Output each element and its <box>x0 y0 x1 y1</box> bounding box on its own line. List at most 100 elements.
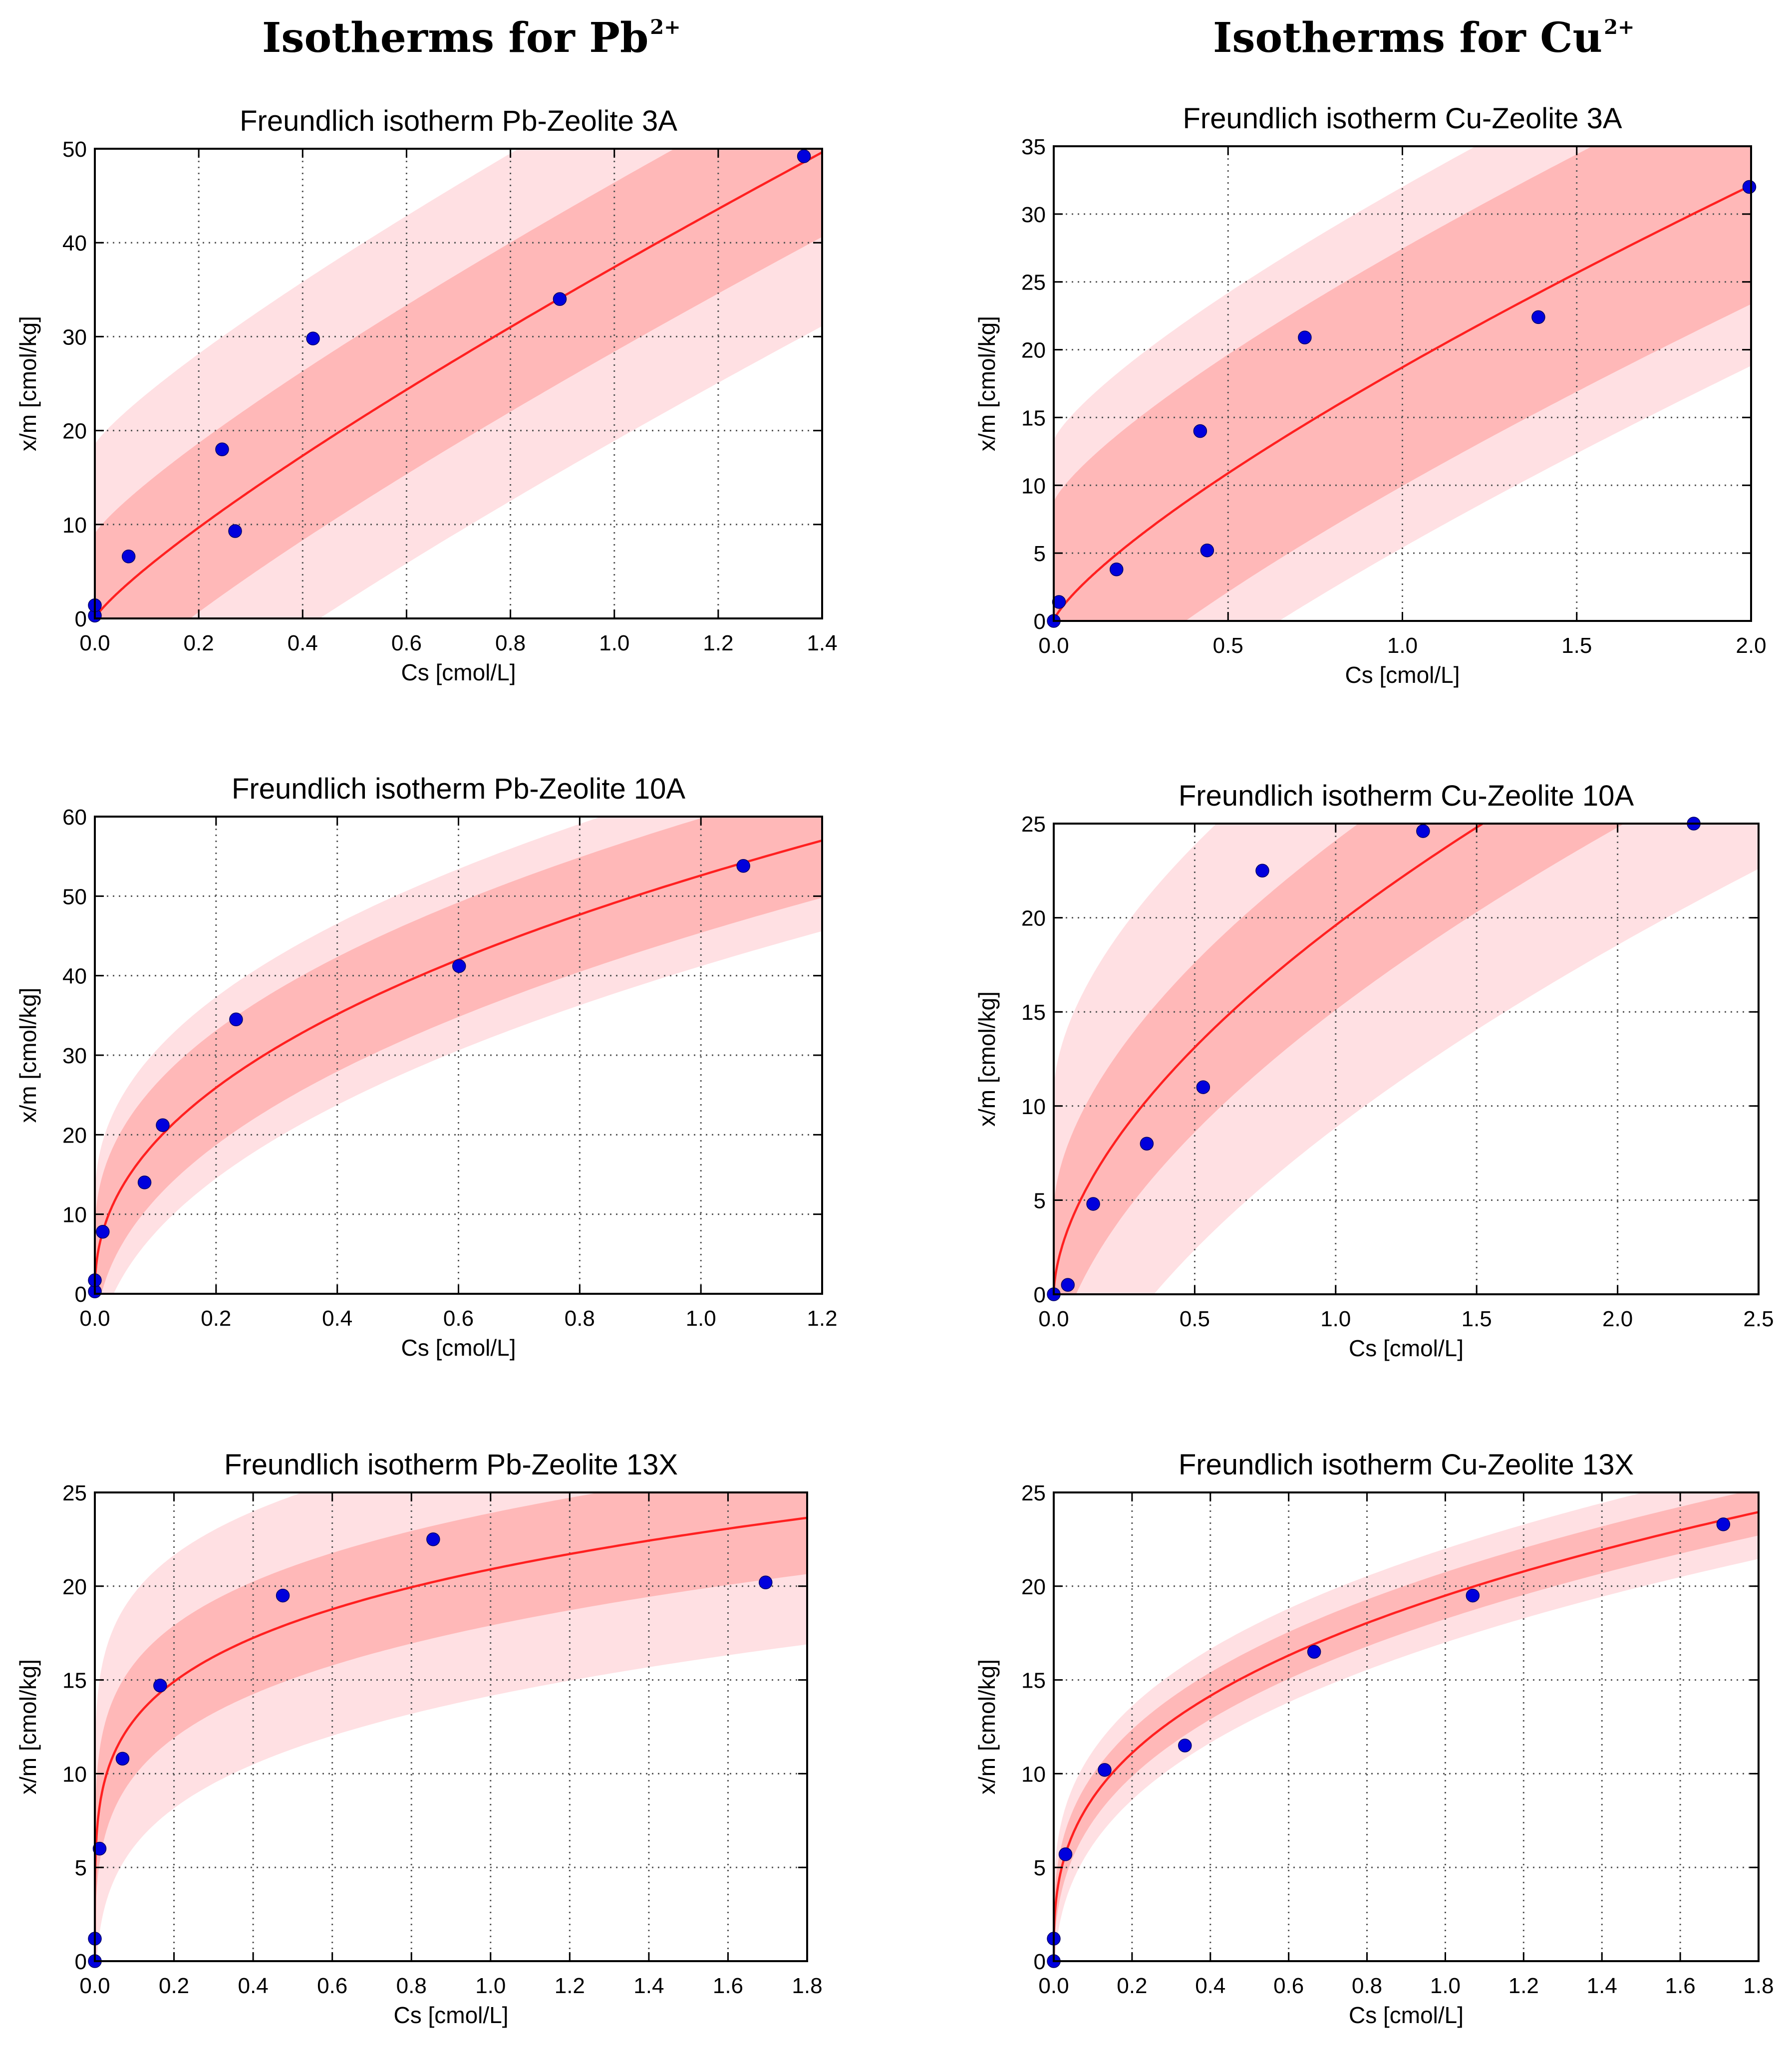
data-point <box>121 550 136 564</box>
y-tick-label: 25 <box>1021 271 1046 295</box>
chart-title: Freundlich isotherm Pb-Zeolite 13X <box>224 1449 678 1481</box>
plot-frame <box>1053 1491 1760 1962</box>
data-point <box>1178 1739 1192 1753</box>
y-tick-label: 15 <box>62 1669 87 1693</box>
data-point <box>736 859 750 873</box>
data-point <box>452 959 466 973</box>
chart-title: Freundlich isotherm Cu-Zeolite 3A <box>1183 102 1622 135</box>
y-tick-label: 0 <box>1034 1950 1046 1974</box>
data-point <box>1531 310 1545 324</box>
x-tick-label: 1.6 <box>1665 1974 1696 1998</box>
y-tick-label: 25 <box>1021 812 1046 837</box>
data-point <box>1061 1278 1075 1292</box>
y-axis-label: x/m [cmol/kg] <box>15 1659 41 1794</box>
y-tick-label: 15 <box>1021 406 1046 430</box>
x-axis-label: Cs [cmol/L] <box>1349 1335 1464 1361</box>
y-tick-label: 25 <box>1021 1481 1046 1505</box>
x-tick-label: 0.4 <box>322 1306 352 1331</box>
x-tick-label: 0.8 <box>565 1306 595 1331</box>
confidence-band <box>1054 146 1751 621</box>
y-tick-label: 15 <box>1021 1000 1046 1025</box>
data-point <box>759 1575 773 1590</box>
y-tick-label: 30 <box>62 325 87 349</box>
y-tick-label: 30 <box>62 1044 87 1068</box>
chart-title: Freundlich isotherm Cu-Zeolite 13X <box>1179 1449 1634 1481</box>
x-tick-label: 0.6 <box>391 631 422 655</box>
data-point <box>228 524 242 538</box>
x-tick-label: 1.2 <box>703 631 733 655</box>
data-point <box>276 1588 290 1603</box>
y-tick-label: 20 <box>1021 906 1046 931</box>
pb-heading-text: Isotherms for Pb <box>262 14 649 62</box>
x-tick-label: 0.4 <box>1195 1974 1225 1998</box>
data-point <box>1307 1645 1321 1659</box>
x-tick-label: 0.0 <box>1038 1307 1069 1331</box>
y-tick-label: 20 <box>1021 338 1046 363</box>
chart-2: 0.0 0.5 1.0 1.5 2.0 0 5 10 15 20 25 30 35 Freundlich … <box>974 102 1767 688</box>
y-axis-label: x/m [cmol/kg] <box>15 316 41 451</box>
confidence-band <box>95 149 822 618</box>
x-tick-label: 1.0 <box>1430 1974 1461 1998</box>
data-point <box>1416 824 1430 838</box>
chart-6: 0.0 0.2 0.4 0.6 0.8 1.0 1.2 1.4 1.6 1.8 0 5 10 15 20 25… <box>974 1449 1774 2028</box>
x-axis-label: Cs [cmol/L] <box>1349 2002 1464 2028</box>
x-tick-label: 0.8 <box>396 1974 427 1998</box>
x-tick-label: 0.8 <box>1352 1974 1382 1998</box>
x-tick-label: 2.0 <box>1736 633 1766 658</box>
x-tick-label: 0.5 <box>1180 1307 1210 1331</box>
x-tick-label: 0.5 <box>1213 633 1243 658</box>
data-point <box>1466 1588 1480 1603</box>
y-axis-label: x/m [cmol/kg] <box>974 991 1000 1127</box>
y-tick-label: 15 <box>1021 1669 1046 1693</box>
freundlich-fit-line <box>95 1516 807 1961</box>
x-tick-label: 1.2 <box>1508 1974 1539 1998</box>
y-tick-label: 0 <box>75 1282 87 1307</box>
data-point <box>1298 330 1312 344</box>
y-tick-label: 40 <box>62 231 87 256</box>
y-tick-label: 5 <box>1034 542 1046 566</box>
y-tick-label: 20 <box>62 419 87 444</box>
x-tick-label: 0.4 <box>238 1974 269 1998</box>
chart-5: 0.0 0.2 0.4 0.6 0.8 1.0 1.2 1.4 1.6 1.8 0 5 10 15 20 25… <box>15 1449 823 2028</box>
y-tick-label: 60 <box>62 805 87 830</box>
y-tick-label: 20 <box>62 1575 87 1599</box>
y-tick-label: 10 <box>1021 474 1046 498</box>
y-tick-label: 10 <box>62 513 87 538</box>
cu-heading-text: Isotherms for Cu <box>1213 14 1603 62</box>
x-tick-label: 1.5 <box>1561 633 1592 658</box>
x-axis-label: Cs [cmol/L] <box>393 2002 508 2028</box>
x-tick-label: 1.4 <box>1587 1974 1617 1998</box>
y-tick-label: 5 <box>1034 1856 1046 1880</box>
y-axis-label: x/m [cmol/kg] <box>974 1659 1000 1794</box>
y-tick-label: 10 <box>1021 1095 1046 1119</box>
freundlich-fit-line <box>95 839 822 1294</box>
y-tick-label: 30 <box>1021 203 1046 227</box>
x-tick-label: 0.0 <box>79 1306 110 1331</box>
pb-heading-charge: 2+ <box>650 15 681 39</box>
y-tick-label: 40 <box>62 964 87 989</box>
confidence-band <box>95 1492 807 1961</box>
y-tick-label: 50 <box>62 884 87 909</box>
y-axis-label: x/m [cmol/kg] <box>974 316 1000 451</box>
data-point <box>553 292 567 306</box>
y-tick-label: 35 <box>1021 135 1046 159</box>
y-tick-label: 10 <box>62 1762 87 1786</box>
pb-column-heading: Isotherms for Pb2+ <box>262 14 681 62</box>
x-tick-label: 1.0 <box>599 631 629 655</box>
x-tick-label: 0.6 <box>1273 1974 1304 1998</box>
y-tick-label: 0 <box>1034 609 1046 634</box>
chart-1: 0.0 0.2 0.4 0.6 0.8 1.0 1.2 1.4 0 10 20 30 40 50 Freun… <box>15 105 838 685</box>
x-tick-label: 0.0 <box>1038 1974 1069 1998</box>
x-tick-label: 1.2 <box>807 1306 837 1331</box>
chart-title: Freundlich isotherm Cu-Zeolite 10A <box>1179 780 1634 812</box>
data-point <box>426 1532 440 1546</box>
data-point <box>1086 1197 1100 1211</box>
data-point <box>1255 864 1269 878</box>
data-point <box>1716 1517 1731 1531</box>
chart-title: Freundlich isotherm Pb-Zeolite 3A <box>240 105 677 137</box>
confidence-band <box>95 817 822 1294</box>
y-tick-label: 50 <box>62 137 87 162</box>
y-tick-label: 5 <box>75 1856 87 1880</box>
x-tick-label: 0.0 <box>1038 633 1069 658</box>
